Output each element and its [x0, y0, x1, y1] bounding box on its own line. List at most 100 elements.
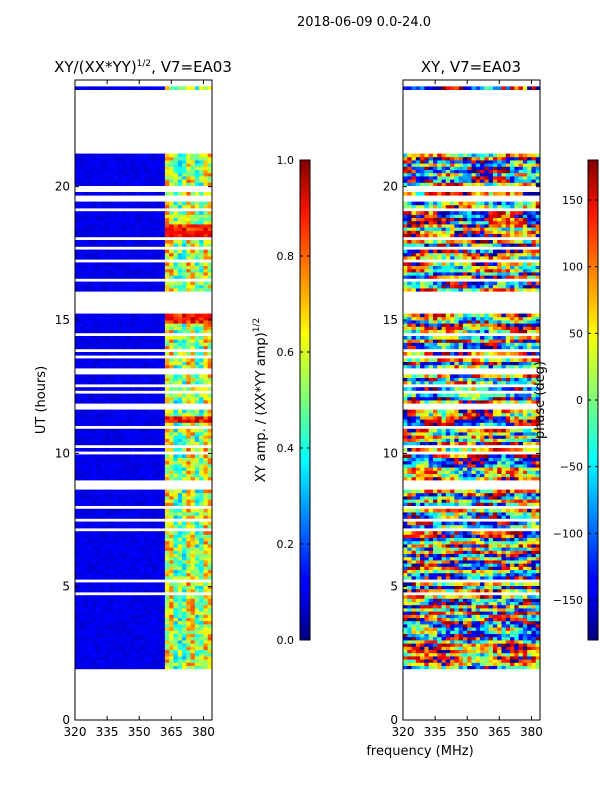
heatmap-cell — [182, 380, 187, 385]
heatmap-cell — [164, 563, 170, 567]
heatmap-cell — [177, 166, 183, 170]
heatmap-cell — [130, 387, 136, 391]
heatmap-cell — [535, 598, 540, 602]
heatmap-cell — [177, 470, 183, 474]
heatmap-cell — [126, 448, 132, 452]
heatmap-cell — [152, 508, 157, 513]
heatmap-cell — [87, 204, 93, 209]
heatmap-cell — [92, 566, 98, 570]
heatmap-cell — [186, 320, 192, 324]
heatmap-cell — [143, 508, 149, 513]
heatmap-cell — [130, 252, 136, 257]
heatmap-cell — [139, 419, 145, 423]
heatmap-cell — [152, 412, 157, 417]
heatmap-cell — [117, 169, 123, 174]
heatmap-cell — [207, 377, 212, 382]
heatmap-cell — [173, 553, 179, 558]
heatmap-cell — [96, 380, 102, 385]
heatmap-cell — [96, 630, 102, 634]
heatmap-cell — [194, 540, 200, 545]
heatmap-cell — [130, 230, 136, 234]
heatmap-cell — [177, 211, 183, 215]
heatmap-cell — [535, 640, 540, 644]
heatmap-cell — [143, 467, 149, 471]
heatmap-cell — [83, 563, 89, 567]
heatmap-cell — [122, 540, 127, 545]
heatmap-cell — [156, 166, 162, 170]
heatmap-cell — [134, 387, 140, 391]
heatmap-cell — [518, 633, 524, 638]
heatmap-cell — [152, 326, 157, 330]
heatmap-cell — [75, 422, 80, 426]
heatmap-cell — [126, 281, 132, 286]
heatmap-cell — [134, 240, 140, 244]
heatmap-cell — [182, 153, 187, 158]
heatmap-cell — [139, 553, 145, 558]
heatmap-cell — [199, 476, 205, 481]
heatmap-cell — [134, 537, 140, 542]
heatmap-cell — [203, 665, 209, 670]
heatmap-cell — [471, 665, 477, 670]
heatmap-cell — [79, 534, 85, 538]
heatmap-cell — [117, 624, 123, 628]
heatmap-cell — [104, 476, 110, 481]
heatmap-cell — [441, 601, 447, 606]
heatmap-cell — [113, 176, 119, 180]
heatmap-cell — [207, 288, 212, 292]
heatmap-cell — [207, 172, 212, 177]
heatmap-cell — [527, 630, 533, 634]
heatmap-cell — [87, 601, 93, 606]
heatmap-cell — [203, 630, 209, 634]
heatmap-cell — [522, 611, 528, 615]
heatmap-cell — [100, 227, 106, 231]
heatmap-cell — [152, 387, 157, 391]
heatmap-cell — [87, 265, 93, 270]
heatmap-cell — [117, 227, 123, 231]
heatmap-cell — [87, 153, 93, 158]
heatmap-cell — [109, 499, 115, 503]
heatmap-cell — [152, 627, 157, 631]
heatmap-cell — [173, 272, 179, 276]
heatmap-cell — [75, 313, 80, 318]
heatmap-cell — [182, 326, 187, 330]
heatmap-cell — [122, 496, 127, 500]
heatmap-cell — [164, 224, 170, 228]
heatmap-cell — [437, 582, 443, 586]
heatmap-cell — [130, 275, 136, 279]
heatmap-cell — [169, 230, 175, 234]
heatmap-cell — [134, 521, 140, 526]
heatmap-cell — [190, 601, 196, 606]
heatmap-cell — [126, 572, 132, 577]
heatmap-cell — [186, 252, 192, 257]
heatmap-cell — [87, 624, 93, 628]
heatmap-cell — [122, 441, 127, 446]
heatmap-cell — [104, 464, 110, 468]
heatmap-cell — [96, 387, 102, 391]
heatmap-cell — [92, 489, 98, 494]
heatmap-cell — [497, 633, 503, 638]
heatmap-cell — [96, 211, 102, 215]
heatmap-cell — [164, 515, 170, 519]
heatmap-cell — [169, 192, 175, 196]
heatmap-cell — [484, 595, 490, 599]
heatmap-cell — [147, 272, 153, 276]
heatmap-cell — [182, 252, 187, 257]
heatmap-cell — [186, 656, 192, 660]
heatmap-cell — [147, 659, 153, 663]
heatmap-cell — [143, 156, 149, 161]
heatmap-cell — [186, 524, 192, 529]
heatmap-cell — [207, 224, 212, 228]
heatmap-cell — [113, 508, 119, 513]
heatmap-cell — [100, 534, 106, 538]
heatmap-cell — [126, 643, 132, 647]
heatmap-cell — [100, 211, 106, 215]
heatmap-cell — [156, 665, 162, 670]
heatmap-cell — [505, 595, 511, 599]
heatmap-cell — [83, 358, 89, 362]
heatmap-cell — [480, 659, 485, 663]
heatmap-cell — [514, 617, 520, 622]
heatmap-cell — [450, 611, 455, 615]
heatmap-cell — [152, 489, 157, 494]
heatmap-cell — [134, 380, 140, 385]
